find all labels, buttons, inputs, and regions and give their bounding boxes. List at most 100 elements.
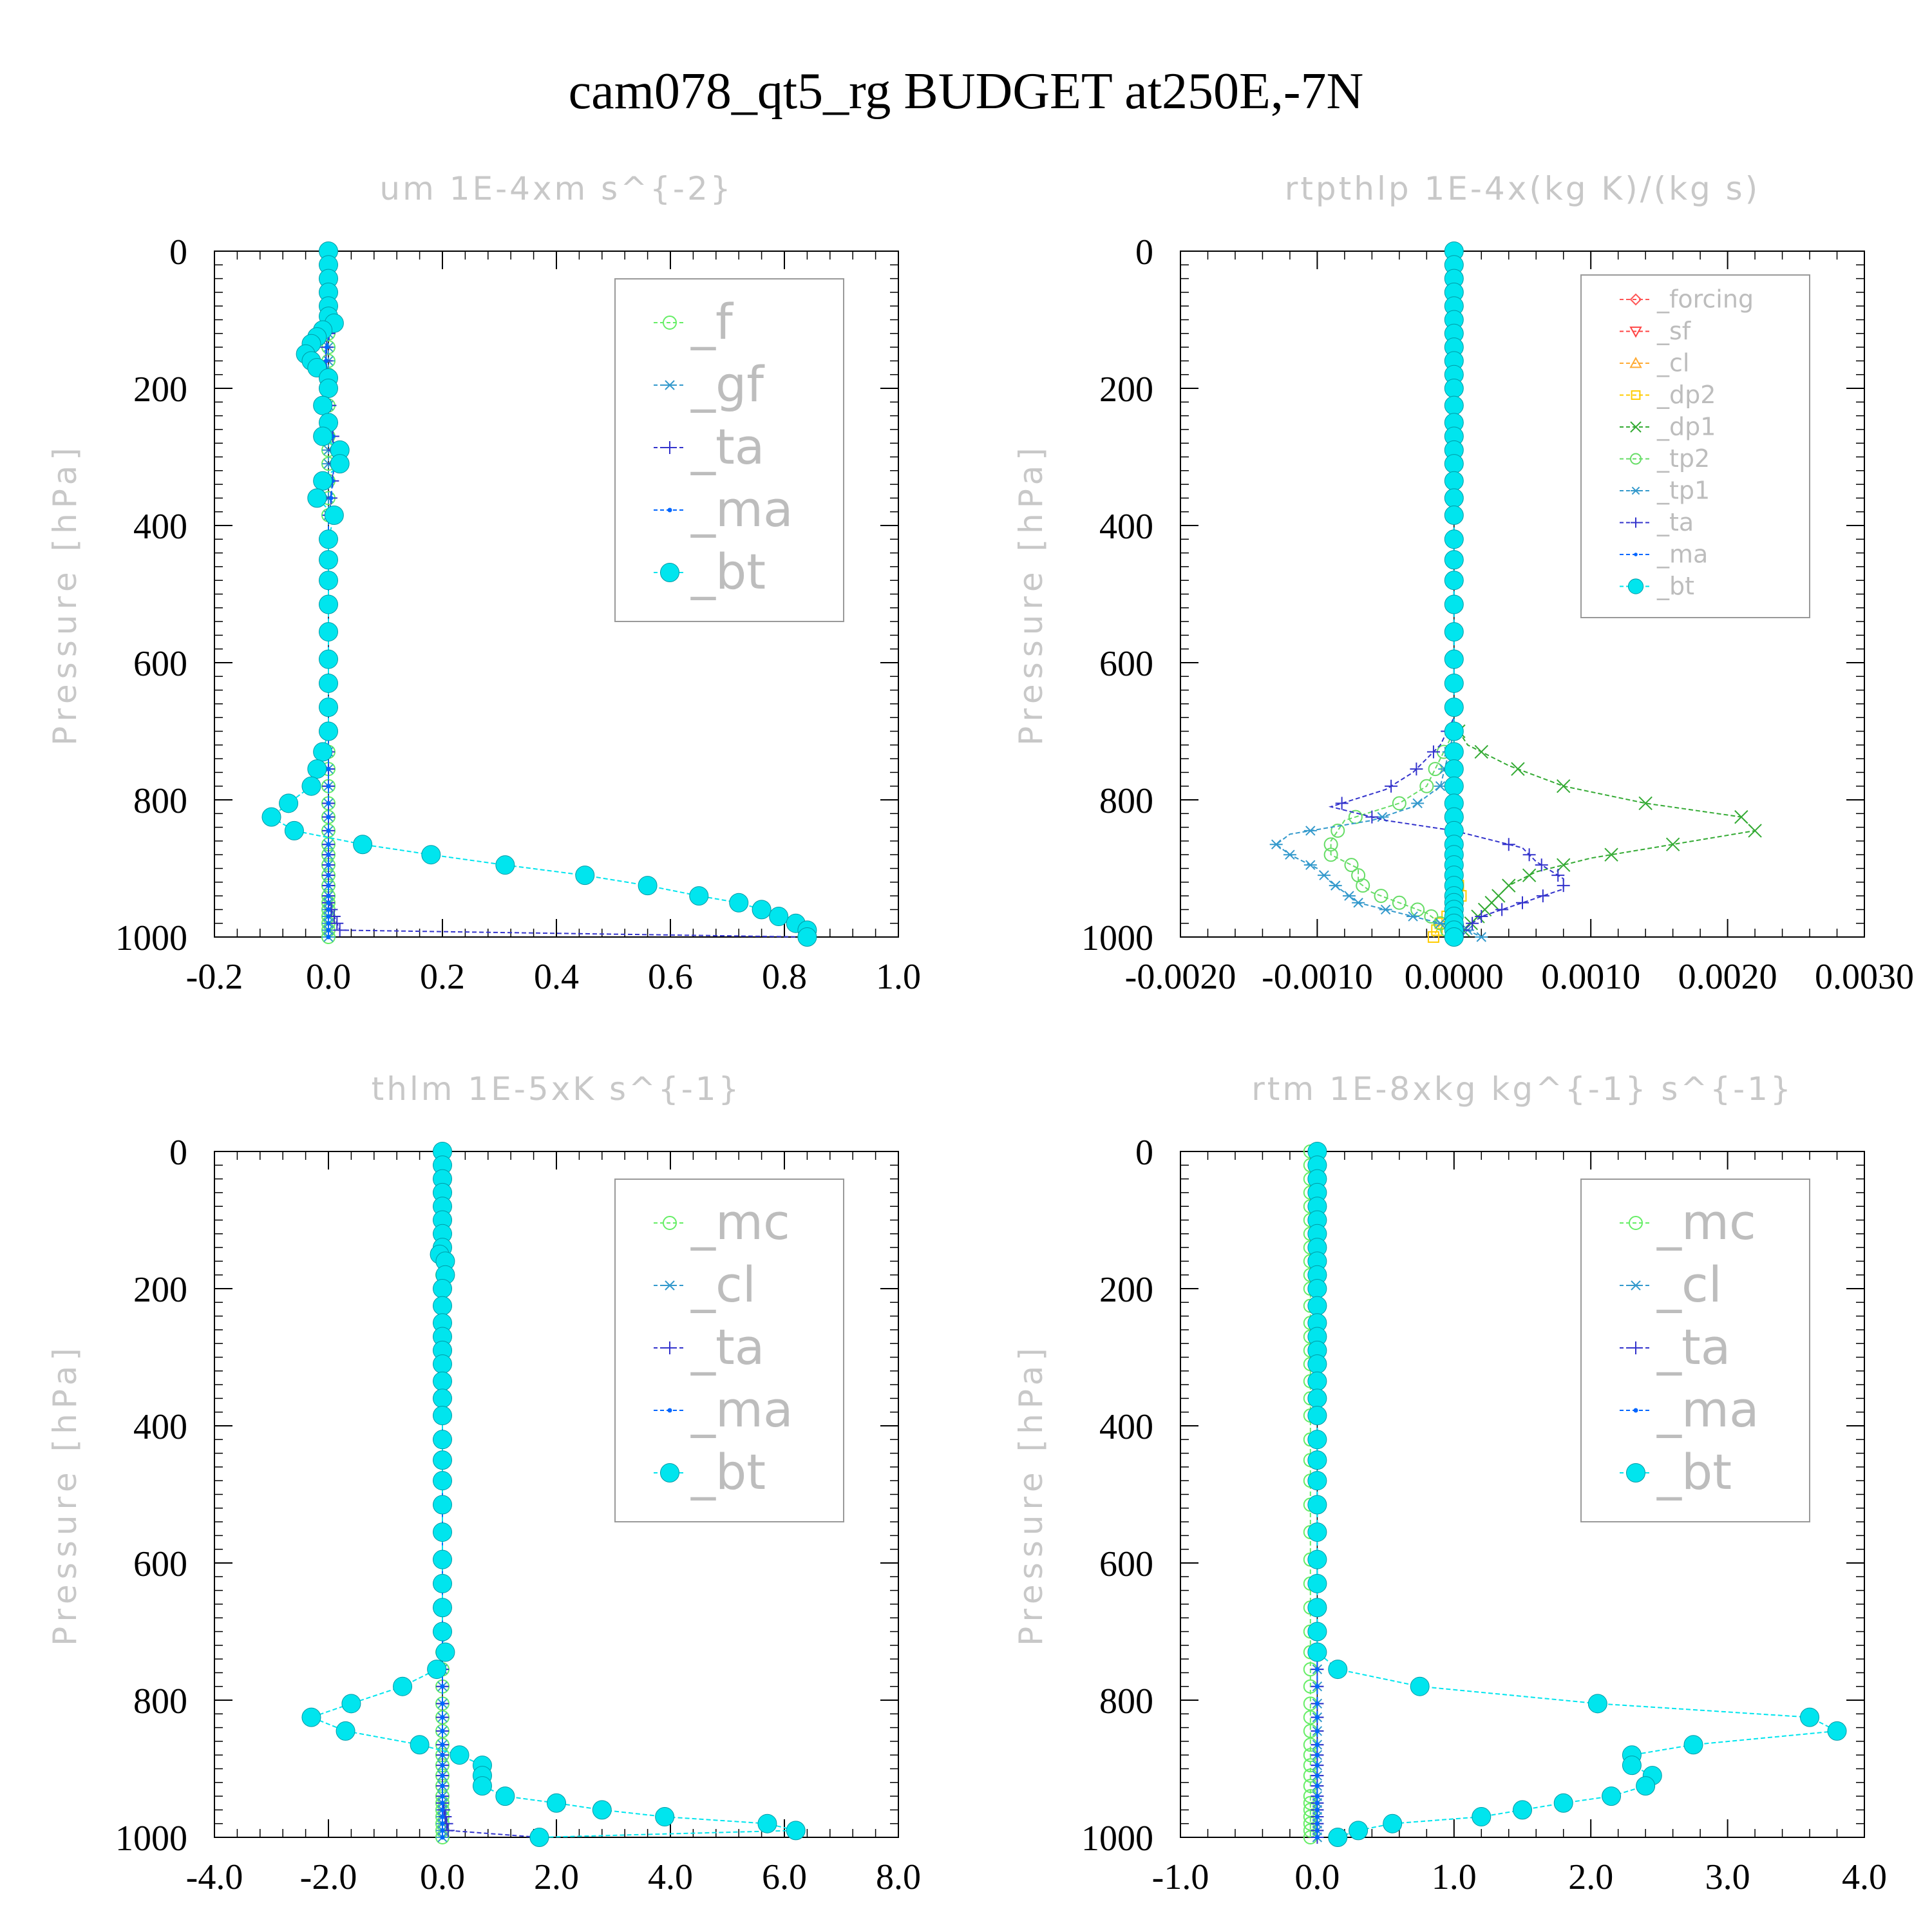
- legend-marker: [1631, 517, 1641, 528]
- y-axis-label: Pressure [hPa]: [46, 1343, 84, 1646]
- data-point: [1307, 1406, 1327, 1426]
- data-point: [1511, 762, 1525, 776]
- x-tick-label: 2.0: [534, 1857, 579, 1897]
- x-tick-label: 1.0: [876, 957, 921, 997]
- chart-panel-1: um 1E-4xm s^{-2} Pressure [hPa] 0 200 400 600…: [46, 170, 921, 997]
- data-point: [326, 766, 331, 772]
- data-point: [1602, 1786, 1622, 1806]
- data-point: [1444, 776, 1464, 796]
- series-bt: [261, 242, 817, 947]
- legend-box: [614, 1179, 844, 1522]
- data-point: [1307, 1471, 1327, 1491]
- x-tick-label: 1.0: [1432, 1857, 1477, 1897]
- legend-label: _mc: [690, 1193, 790, 1251]
- data-point: [313, 395, 333, 415]
- data-point: [1444, 379, 1464, 398]
- data-point: [1323, 837, 1338, 852]
- data-point: [1444, 488, 1464, 508]
- data-point: [433, 1522, 452, 1542]
- y-tick-label: 1000: [1081, 1819, 1153, 1859]
- data-point: [319, 673, 338, 693]
- legend-marker: [663, 380, 676, 390]
- data-point: [433, 1388, 452, 1408]
- data-point: [1283, 849, 1296, 860]
- y-tick-label: 1000: [115, 918, 187, 958]
- data-point: [1344, 858, 1359, 873]
- data-point: [433, 1371, 452, 1391]
- legend-label: _mc: [1656, 1193, 1756, 1251]
- data-point: [1535, 858, 1548, 872]
- x-tick-label: 0.0: [306, 957, 351, 997]
- legend-label: _f: [690, 293, 734, 350]
- data-point: [1392, 796, 1406, 811]
- series-bt: [1444, 242, 1464, 947]
- data-point: [1383, 1814, 1403, 1833]
- data-point: [284, 820, 304, 840]
- chart-panel-4: rtm 1E-8xkg kg^{-1} s^{-1} Pressure [hPa]…: [1012, 1070, 1887, 1897]
- x-tick-label: 0.0010: [1541, 957, 1640, 997]
- legend-marker: [1631, 390, 1641, 400]
- data-point: [433, 1495, 452, 1515]
- legend-marker: [1629, 1216, 1643, 1230]
- legend: _mc_cl_ta_ma_bt: [614, 1179, 844, 1522]
- legend-box: [1580, 1179, 1810, 1522]
- data-point: [1314, 1773, 1320, 1778]
- series-line: [270, 251, 808, 937]
- data-point: [440, 1701, 445, 1706]
- data-point: [319, 550, 338, 570]
- legend: _f_gf_ta_ma_bt: [614, 278, 844, 622]
- data-point: [547, 1793, 566, 1813]
- data-point: [1314, 1701, 1320, 1706]
- legend: _forcing _sf _cl _dp2 _dp1 _tp2 _tp1 _ta _ma _bt: [1580, 274, 1810, 618]
- data-point: [1444, 927, 1464, 947]
- data-point: [1522, 868, 1537, 882]
- data-point: [689, 886, 709, 906]
- y-tick-label: 1000: [115, 1819, 187, 1859]
- data-point: [1553, 1793, 1573, 1813]
- data-point: [786, 1821, 806, 1841]
- x-tick-label: 0.0: [420, 1857, 465, 1897]
- x-tick-label: -0.0010: [1262, 957, 1373, 997]
- data-point: [323, 358, 328, 363]
- y-tick-label: 800: [1099, 781, 1153, 821]
- data-point: [326, 907, 331, 912]
- x-tick-label: -0.2: [186, 957, 243, 997]
- data-point: [495, 855, 515, 875]
- data-point: [1522, 848, 1536, 862]
- data-point: [440, 1763, 445, 1768]
- legend-box: [614, 278, 844, 622]
- data-point: [440, 1828, 445, 1833]
- data-point: [1314, 1828, 1320, 1833]
- data-point: [1411, 798, 1425, 809]
- data-point: [592, 1800, 612, 1820]
- data-point: [440, 1801, 445, 1806]
- y-axis-label: Pressure [hPa]: [1012, 442, 1050, 746]
- legend-label: _bt: [690, 543, 766, 600]
- chart-panel-2: rtpthlp 1E-4x(kg K)/(kg s) Pressure [hPa]…: [1012, 170, 1914, 997]
- data-point: [307, 488, 327, 508]
- data-point: [1335, 797, 1349, 810]
- legend-label: _tp2: [1656, 444, 1710, 473]
- data-point: [1665, 837, 1680, 851]
- data-point: [326, 893, 331, 898]
- data-point: [433, 1573, 452, 1593]
- data-point: [1379, 904, 1392, 915]
- data-point: [1314, 1684, 1320, 1689]
- data-point: [1410, 762, 1423, 776]
- legend-label: _bt: [1656, 1443, 1732, 1501]
- data-point: [1516, 896, 1529, 909]
- data-point: [1314, 1728, 1320, 1734]
- data-point: [326, 914, 331, 919]
- data-point: [410, 1735, 430, 1755]
- y-tick-label: 0: [169, 232, 187, 272]
- data-point: [326, 800, 331, 806]
- data-point: [1734, 810, 1748, 824]
- data-point: [1474, 744, 1488, 759]
- panel-title: rtpthlp 1E-4x(kg K)/(kg s): [1285, 170, 1760, 207]
- data-point: [1314, 1794, 1320, 1799]
- data-point: [1307, 1430, 1327, 1450]
- data-point: [326, 927, 331, 933]
- data-point: [1419, 779, 1434, 793]
- data-point: [1314, 1821, 1320, 1826]
- data-point: [440, 1794, 445, 1799]
